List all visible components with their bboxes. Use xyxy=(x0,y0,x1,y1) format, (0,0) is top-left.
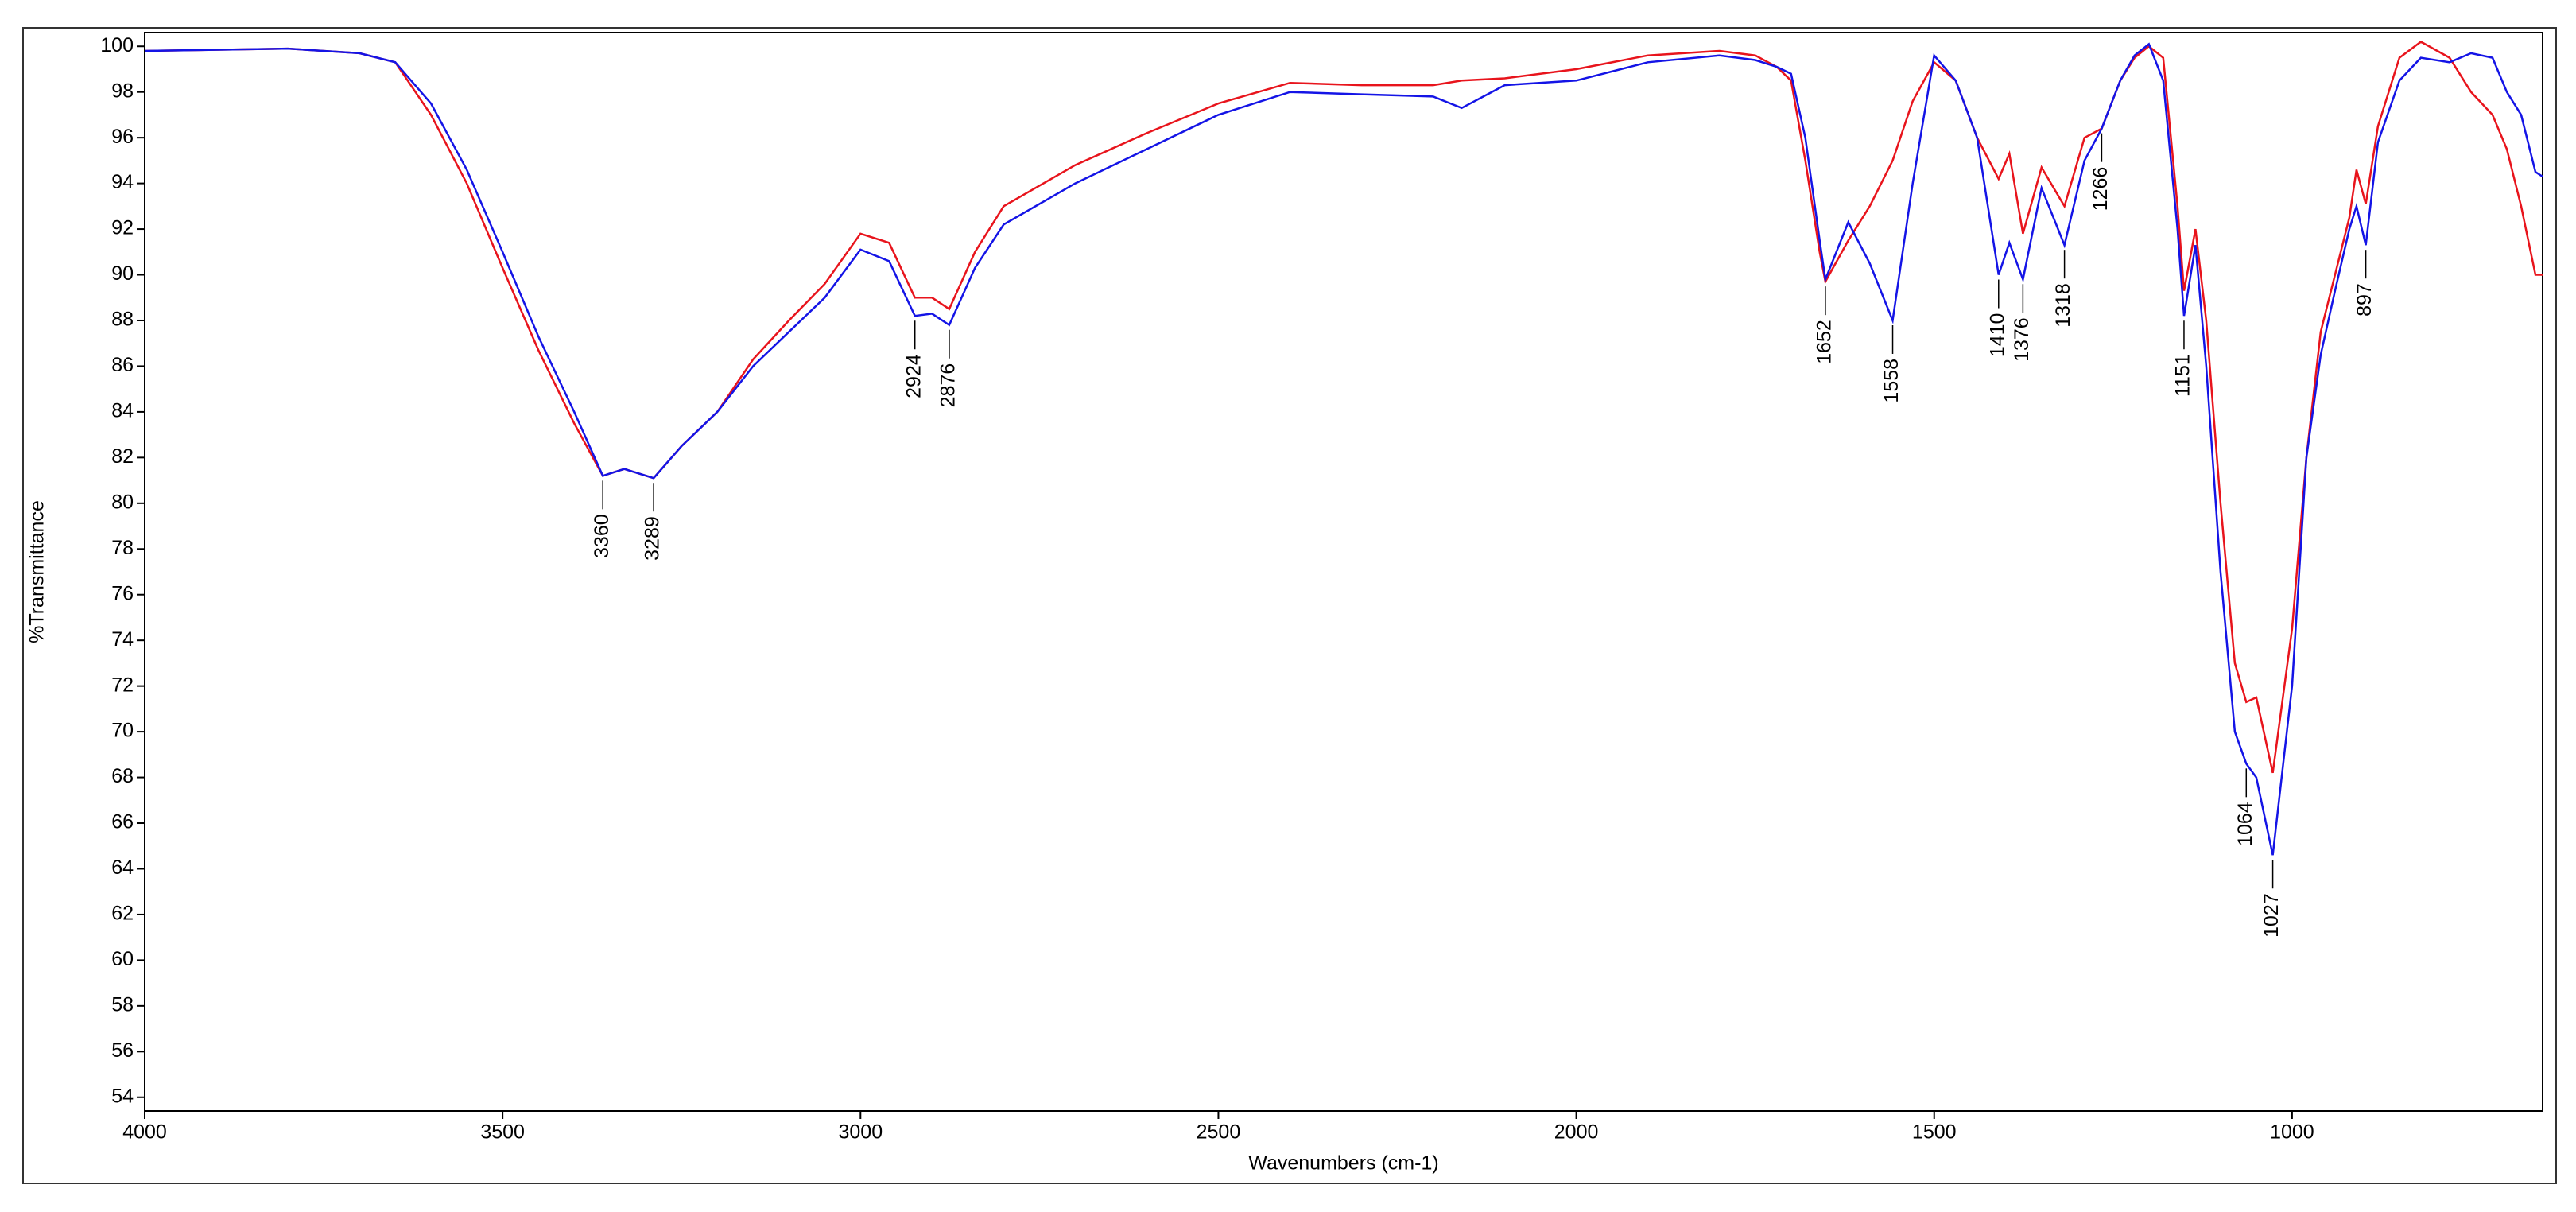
x-axis-label: Wavenumbers (cm-1) xyxy=(1248,1152,1438,1175)
peak-label: 1558 xyxy=(1880,359,1903,403)
peak-label: 2876 xyxy=(937,363,960,408)
y-axis-label: %Transmittance xyxy=(26,500,48,643)
x-tick-label: 2500 xyxy=(1197,1121,1241,1144)
peak-label: 897 xyxy=(2353,283,2376,317)
spectrum-line xyxy=(144,41,2543,774)
y-tick-label: 66 xyxy=(111,811,134,833)
peak-label: 1027 xyxy=(2260,893,2283,938)
y-tick-label: 90 xyxy=(111,262,134,285)
peak-label: 3289 xyxy=(642,516,664,561)
peak-label: 1410 xyxy=(1986,313,2008,358)
peak-label: 1151 xyxy=(2172,354,2194,397)
y-tick-label: 86 xyxy=(111,354,134,376)
x-tick-label: 2000 xyxy=(1554,1121,1599,1144)
y-tick-label: 78 xyxy=(111,537,134,559)
y-tick-label: 64 xyxy=(111,857,134,879)
y-tick-label: 54 xyxy=(111,1085,134,1107)
peak-label: 1064 xyxy=(2234,802,2256,846)
y-tick-label: 76 xyxy=(111,582,134,604)
y-tick-label: 94 xyxy=(111,171,134,193)
peak-label: 3360 xyxy=(591,514,613,558)
y-tick-label: 80 xyxy=(111,491,134,513)
y-tick-label: 62 xyxy=(111,903,134,925)
y-tick-label: 84 xyxy=(111,400,134,422)
y-tick-label: 74 xyxy=(111,628,134,651)
x-tick-label: 1500 xyxy=(1912,1121,1957,1144)
peak-label: 2924 xyxy=(902,354,925,398)
peak-label: 1652 xyxy=(1814,320,1836,364)
y-tick-label: 58 xyxy=(111,993,134,1016)
peak-label: 1376 xyxy=(2011,317,2033,362)
y-tick-label: 72 xyxy=(111,674,134,696)
x-tick-label: 3500 xyxy=(480,1121,525,1144)
y-tick-label: 88 xyxy=(111,309,134,331)
y-tick-label: 98 xyxy=(111,80,134,102)
y-tick-label: 70 xyxy=(111,720,134,742)
y-tick-label: 92 xyxy=(111,217,134,239)
peak-label: 1318 xyxy=(2052,283,2074,328)
y-tick-label: 68 xyxy=(111,765,134,787)
y-tick-label: 56 xyxy=(111,1039,134,1062)
y-tick-label: 96 xyxy=(111,126,134,148)
x-tick-label: 1000 xyxy=(2270,1121,2314,1144)
spectrum-line xyxy=(144,42,2543,856)
peak-label: 1266 xyxy=(2089,167,2112,212)
x-tick-label: 3000 xyxy=(838,1121,883,1144)
plot-area xyxy=(144,32,2543,1112)
frame xyxy=(22,27,2557,1184)
y-tick-label: 82 xyxy=(111,445,134,468)
x-tick-label: 4000 xyxy=(122,1121,167,1144)
y-tick-label: 60 xyxy=(111,948,134,970)
y-tick-label: 100 xyxy=(100,34,134,56)
